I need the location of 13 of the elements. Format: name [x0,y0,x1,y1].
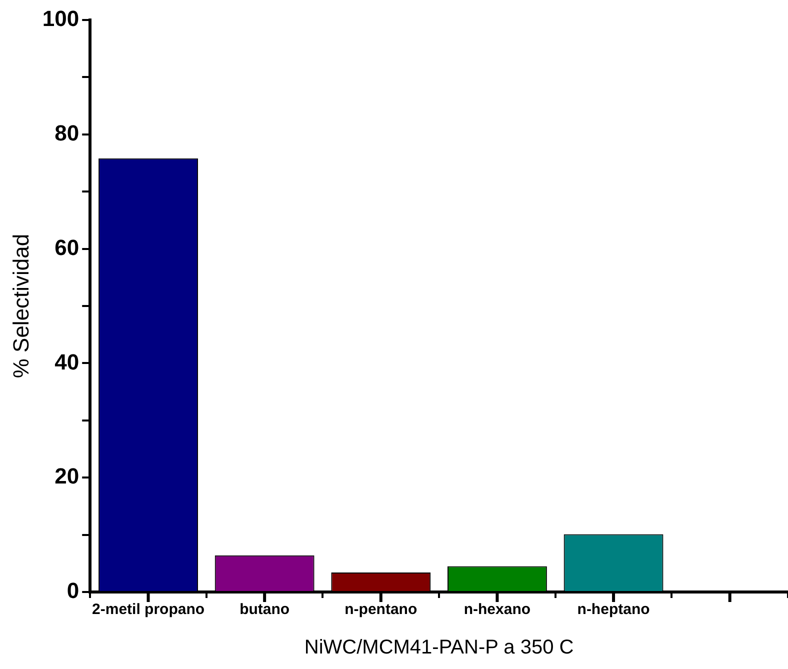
x-tick-label: n-pentano [344,601,418,618]
y-tick-label: 60 [54,234,80,260]
y-tick-label: 100 [42,6,80,32]
y-tick-label: 80 [54,120,80,146]
x-tick-label: n-heptano [577,601,650,618]
y-tick-label: 20 [54,464,80,489]
x-tick-label: n-hexano [464,601,531,618]
y-tick-label: 0 [66,578,80,604]
y-axis-title: % Selectividad [8,234,34,378]
x-axis-title: NiWC/MCM41-PAN-P a 350 C [304,636,574,659]
y-tick-label: 40 [54,349,80,374]
x-tick-label: 2-metil propano [92,601,205,618]
x-tick-label: butano [240,601,290,618]
